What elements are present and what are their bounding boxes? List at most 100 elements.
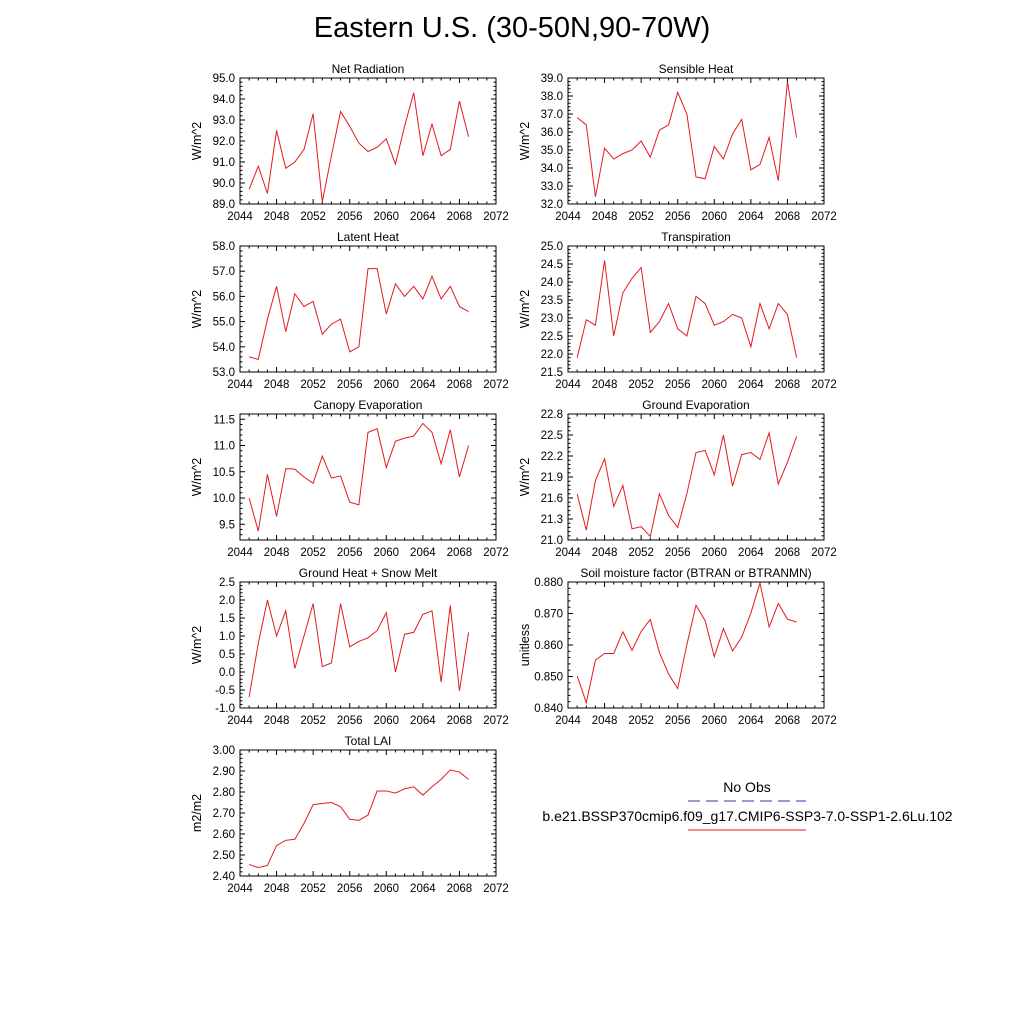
x-tick-label: 2044 (227, 547, 253, 559)
y-tick-label: 21.0 (541, 535, 563, 547)
x-tick-label: 2068 (447, 547, 473, 559)
x-tick-label: 2056 (337, 883, 363, 895)
y-tick-label: -1.0 (215, 703, 235, 715)
y-axis-label: m2/m2 (190, 794, 204, 832)
y-tick-label: 93.0 (213, 115, 235, 127)
chart-panel: 2044 2048 2052 2056 2060 2064 2068 2072 0.840 0.8… (518, 566, 837, 727)
x-tick-label: 2072 (811, 379, 837, 391)
y-axis-label: W/m^2 (190, 458, 204, 497)
x-tick-label: 2072 (483, 883, 509, 895)
y-axis-label: W/m^2 (518, 122, 532, 161)
x-tick-label: 2060 (701, 211, 727, 223)
x-tick-label: 2044 (555, 211, 581, 223)
y-tick-label: 11.0 (213, 441, 235, 453)
y-tick-label: 23.5 (541, 295, 563, 307)
x-tick-label: 2064 (410, 211, 436, 223)
y-axis-label: W/m^2 (190, 122, 204, 161)
chart-panel: 2044 2048 2052 2056 2060 2064 2068 2072 32.0 33.0… (518, 62, 837, 223)
y-tick-label: 10.5 (213, 467, 235, 479)
x-tick-label: 2052 (300, 715, 326, 727)
y-tick-label: 0.840 (534, 703, 563, 715)
x-tick-label: 2052 (628, 715, 654, 727)
x-tick-label: 2072 (811, 211, 837, 223)
plot-frame (239, 77, 497, 205)
x-tick-label: 2044 (227, 211, 253, 223)
y-tick-label: 0.880 (534, 577, 563, 589)
y-tick-label: 39.0 (541, 73, 563, 85)
chart-panel: 2044 2048 2052 2056 2060 2064 2068 2072 89.0 90.0… (190, 62, 509, 223)
series-line (248, 422, 470, 532)
y-tick-label: 91.0 (213, 157, 235, 169)
plot-frame (567, 581, 825, 709)
y-tick-label: 0.860 (534, 640, 563, 652)
y-tick-label: 2.5 (219, 577, 235, 589)
x-tick-label: 2060 (701, 715, 727, 727)
y-tick-label: 2.70 (213, 808, 235, 820)
y-tick-label: 1.5 (219, 613, 235, 625)
y-tick-label: 33.0 (541, 181, 563, 193)
y-tick-label: 0.5 (219, 649, 235, 661)
y-tick-label: -0.5 (215, 685, 235, 697)
x-tick-label: 2044 (227, 715, 253, 727)
x-tick-label: 2060 (373, 379, 399, 391)
x-tick-label: 2048 (264, 379, 290, 391)
x-tick-label: 2056 (337, 379, 363, 391)
plot-frame (567, 413, 825, 541)
y-tick-label: 22.2 (541, 451, 563, 463)
y-axis-label: W/m^2 (518, 458, 532, 497)
x-tick-label: 2064 (410, 547, 436, 559)
x-tick-label: 2052 (628, 211, 654, 223)
y-tick-label: 0.850 (534, 672, 563, 684)
y-tick-label: 58.0 (213, 241, 235, 253)
x-tick-label: 2072 (483, 547, 509, 559)
x-tick-label: 2044 (555, 547, 581, 559)
y-tick-label: 2.60 (213, 829, 235, 841)
x-tick-label: 2056 (665, 379, 691, 391)
y-tick-label: 22.8 (541, 409, 563, 421)
y-tick-label: 95.0 (213, 73, 235, 85)
y-tick-label: 89.0 (213, 199, 235, 211)
x-tick-label: 2056 (337, 211, 363, 223)
y-tick-label: 94.0 (213, 94, 235, 106)
x-tick-label: 2072 (483, 379, 509, 391)
y-axis-label: unitless (518, 624, 532, 666)
x-tick-label: 2068 (447, 883, 473, 895)
x-tick-label: 2064 (410, 883, 436, 895)
plot-frame (567, 245, 825, 373)
series-line (576, 430, 798, 538)
y-tick-label: 11.5 (213, 414, 235, 426)
x-tick-label: 2056 (665, 211, 691, 223)
y-tick-label: 2.40 (213, 871, 235, 883)
page-title: Eastern U.S. (30-50N,90-70W) (313, 12, 711, 44)
series-line (248, 92, 470, 202)
x-tick-label: 2048 (264, 211, 290, 223)
x-tick-label: 2048 (592, 547, 618, 559)
y-tick-label: 22.5 (541, 430, 563, 442)
chart-title: Sensible Heat (659, 62, 734, 76)
series-line (248, 599, 470, 698)
x-tick-label: 2064 (738, 715, 764, 727)
x-tick-label: 2048 (264, 715, 290, 727)
y-axis-label: W/m^2 (190, 290, 204, 329)
x-tick-label: 2048 (264, 883, 290, 895)
chart-title: Net Radiation (332, 62, 405, 76)
chart-title: Transpiration (661, 230, 731, 244)
chart-title: Total LAI (345, 734, 392, 748)
y-tick-label: 21.9 (541, 472, 563, 484)
x-tick-label: 2064 (410, 379, 436, 391)
y-axis-label: W/m^2 (190, 626, 204, 665)
y-tick-label: 24.5 (541, 259, 563, 271)
x-tick-label: 2060 (373, 883, 399, 895)
y-tick-label: 21.5 (541, 367, 563, 379)
x-tick-label: 2060 (701, 547, 727, 559)
x-tick-label: 2044 (227, 379, 253, 391)
x-tick-label: 2068 (775, 379, 801, 391)
y-tick-label: 10.0 (213, 493, 235, 505)
x-tick-label: 2052 (300, 379, 326, 391)
y-tick-label: 25.0 (541, 241, 563, 253)
chart-panel: 2044 2048 2052 2056 2060 2064 2068 2072 9.5 10.0 1… (190, 398, 509, 559)
y-tick-label: 22.0 (541, 349, 563, 361)
x-tick-label: 2064 (738, 211, 764, 223)
x-tick-label: 2068 (447, 211, 473, 223)
y-tick-label: 37.0 (541, 109, 563, 121)
